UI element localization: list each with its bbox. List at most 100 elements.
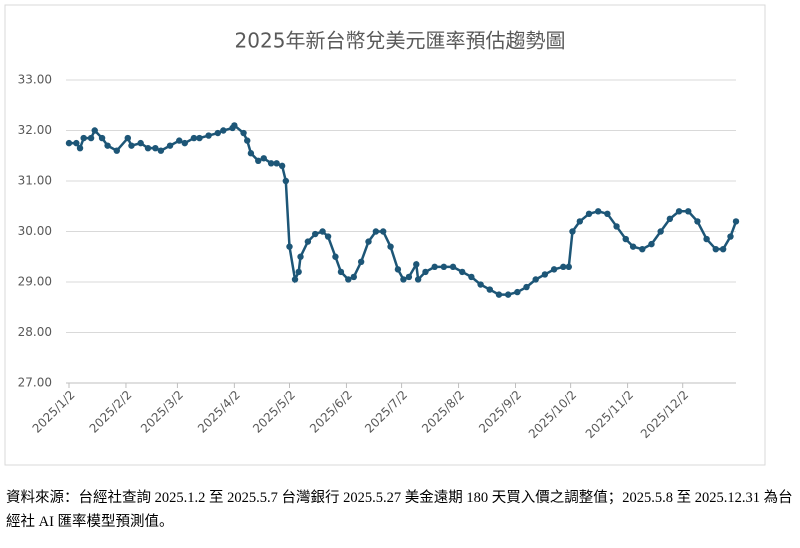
point [394, 266, 402, 273]
point [205, 132, 212, 139]
point [80, 134, 87, 142]
y-tick-label: 29.00 [18, 275, 52, 289]
point [166, 142, 174, 149]
point [76, 144, 84, 152]
point [703, 235, 710, 243]
point [380, 228, 387, 235]
point [231, 122, 238, 129]
point [712, 245, 719, 253]
point [157, 147, 165, 154]
point [196, 134, 203, 142]
point [550, 266, 558, 273]
point [495, 291, 503, 298]
point [267, 160, 275, 167]
point [137, 139, 144, 147]
point [719, 245, 727, 253]
point [629, 243, 637, 250]
point [304, 238, 312, 245]
point [594, 208, 602, 215]
point [486, 286, 493, 293]
point [176, 137, 183, 144]
point [666, 215, 674, 223]
point [613, 223, 620, 230]
point [240, 129, 247, 137]
point [247, 150, 255, 157]
point [560, 263, 567, 271]
point [255, 157, 262, 164]
point [324, 233, 332, 240]
caption: 資料來源：台經社查詢 2025.1.2 至 2025.5.7 台灣銀行 2025… [6, 490, 793, 530]
point [350, 273, 358, 281]
point [477, 281, 484, 288]
point [332, 253, 339, 260]
point [468, 273, 475, 281]
point [440, 263, 448, 271]
y-tick-label: 32.00 [18, 123, 52, 137]
point [365, 238, 372, 245]
point [732, 218, 740, 225]
point [523, 283, 530, 291]
point [337, 268, 345, 276]
point [104, 142, 111, 149]
y-tick-label: 33.00 [18, 73, 52, 87]
point [405, 273, 413, 281]
point [648, 240, 655, 248]
point [65, 139, 73, 147]
point [504, 291, 512, 298]
y-tick-label: 27.00 [18, 376, 52, 390]
point [286, 243, 293, 250]
point [144, 144, 152, 152]
point [181, 139, 188, 147]
point [319, 228, 326, 235]
point [514, 288, 521, 296]
point [214, 129, 222, 137]
point [87, 134, 95, 142]
point [91, 127, 98, 134]
point [113, 147, 120, 154]
point [532, 276, 539, 283]
point [565, 263, 572, 271]
point [675, 208, 683, 215]
point [282, 177, 290, 185]
point [260, 155, 267, 162]
point [372, 228, 380, 235]
point [387, 243, 394, 250]
point [459, 268, 466, 276]
point [422, 268, 429, 276]
point [291, 276, 299, 283]
point [297, 253, 304, 260]
y-tick-label: 28.00 [18, 325, 52, 339]
point [639, 245, 646, 253]
point [685, 208, 692, 215]
point [585, 210, 593, 218]
point [152, 144, 159, 152]
point [400, 276, 407, 283]
point [124, 134, 131, 142]
point [345, 276, 352, 283]
point [604, 210, 611, 218]
y-tick-label: 31.00 [18, 174, 52, 188]
point [312, 230, 319, 238]
point [622, 235, 629, 243]
chart-title: 2025年新台幣兌美元匯率預估趨勢圖 [235, 29, 566, 53]
point [727, 233, 734, 240]
point [694, 218, 701, 225]
point [431, 263, 438, 271]
chart: 2025年新台幣兌美元匯率預估趨勢圖 27.00 28.00 29.00 30.00 3… [4, 4, 766, 466]
point [273, 160, 280, 167]
point [657, 228, 664, 235]
point [576, 218, 584, 225]
point [449, 263, 457, 271]
point [295, 268, 302, 276]
y-tick-label: 30.00 [18, 224, 52, 238]
point [357, 258, 365, 265]
point [569, 228, 576, 235]
point [220, 127, 227, 134]
point [190, 134, 198, 142]
point [98, 134, 106, 142]
point [73, 139, 80, 147]
point [128, 142, 135, 149]
point [278, 162, 286, 170]
point [244, 137, 251, 144]
